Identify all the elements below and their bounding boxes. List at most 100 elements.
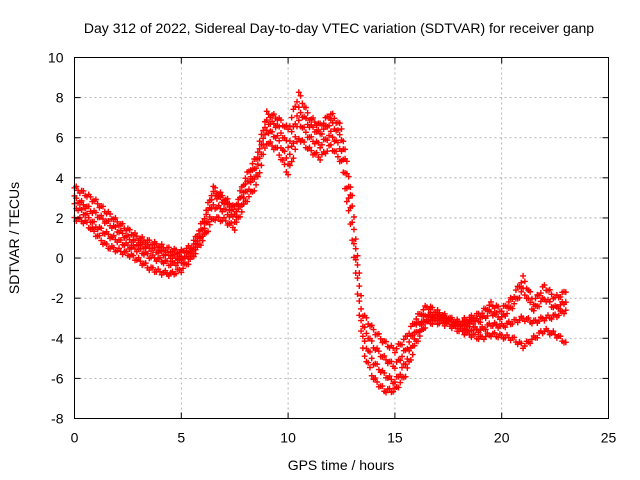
data-point — [518, 288, 525, 295]
data-point — [295, 104, 302, 111]
data-point — [162, 267, 169, 274]
data-point — [470, 320, 477, 327]
data-point — [402, 361, 409, 368]
data-point — [518, 279, 525, 286]
data-point — [210, 188, 217, 195]
data-point — [285, 126, 292, 133]
data-point — [260, 151, 267, 158]
data-point — [265, 111, 272, 118]
data-point — [489, 322, 496, 329]
data-point — [327, 141, 334, 148]
data-point — [527, 288, 534, 295]
data-point — [295, 135, 302, 142]
data-points — [71, 89, 569, 396]
data-point — [249, 160, 256, 167]
data-point — [532, 295, 539, 302]
data-point — [534, 334, 541, 341]
data-point — [301, 139, 308, 146]
data-point — [327, 128, 334, 135]
data-point — [415, 338, 422, 345]
data-point — [205, 218, 211, 225]
data-point — [334, 127, 341, 134]
data-point — [511, 300, 518, 307]
data-point — [92, 196, 99, 203]
data-point — [354, 291, 361, 298]
data-point — [347, 191, 354, 198]
data-point — [137, 258, 144, 265]
data-point — [358, 305, 365, 312]
data-point — [370, 326, 377, 333]
data-point — [368, 322, 375, 329]
data-point — [557, 293, 564, 300]
data-point — [393, 345, 400, 352]
data-point — [233, 219, 240, 226]
data-point — [413, 315, 420, 322]
data-point — [354, 275, 361, 282]
data-point — [78, 197, 85, 204]
data-point — [329, 134, 336, 141]
data-point — [215, 214, 222, 221]
data-point — [350, 240, 357, 247]
data-point — [142, 260, 149, 267]
data-point — [192, 250, 199, 257]
data-point — [329, 119, 336, 126]
data-point — [187, 256, 194, 263]
plot-frame — [74, 57, 609, 419]
data-point — [406, 338, 413, 345]
data-point — [98, 212, 105, 219]
data-point — [482, 326, 489, 333]
data-point — [156, 254, 163, 261]
data-point — [78, 206, 85, 213]
data-point — [285, 144, 292, 151]
data-point — [222, 217, 229, 224]
data-point — [544, 327, 551, 334]
data-point — [153, 240, 160, 247]
data-point — [320, 126, 327, 133]
data-point — [520, 272, 527, 279]
data-point — [297, 109, 304, 116]
data-point — [516, 283, 523, 290]
data-point — [416, 333, 423, 340]
data-point — [318, 131, 325, 138]
x-tick-label: 25 — [601, 430, 617, 446]
data-point — [96, 232, 103, 239]
data-point — [283, 155, 290, 162]
data-point — [231, 227, 238, 234]
data-point — [354, 252, 361, 259]
data-point — [151, 254, 158, 261]
data-point — [473, 315, 480, 322]
data-point — [536, 318, 543, 325]
data-point — [215, 202, 222, 209]
data-point — [509, 320, 516, 327]
data-point — [117, 227, 124, 234]
data-point — [237, 187, 244, 194]
data-point — [477, 319, 484, 326]
data-point — [372, 375, 379, 382]
data-point — [301, 124, 308, 131]
data-point — [308, 133, 315, 140]
data-point — [521, 278, 528, 285]
data-point — [119, 230, 126, 237]
grid-lines — [74, 57, 609, 419]
data-point — [473, 326, 480, 333]
data-point — [439, 314, 446, 321]
data-point — [270, 120, 277, 127]
data-point — [482, 333, 489, 340]
data-point — [521, 292, 528, 299]
data-point — [229, 206, 236, 213]
data-point — [83, 219, 90, 226]
data-point — [326, 122, 333, 129]
data-point — [495, 303, 502, 310]
data-point — [251, 176, 258, 183]
data-point — [276, 123, 283, 130]
data-point — [386, 385, 393, 392]
data-point — [91, 218, 98, 225]
data-point — [167, 262, 174, 269]
data-point — [315, 139, 322, 146]
data-point — [338, 157, 345, 164]
data-point — [484, 312, 491, 319]
data-point — [541, 282, 548, 289]
data-point — [562, 307, 569, 314]
data-point — [256, 138, 263, 145]
data-point — [119, 220, 126, 227]
